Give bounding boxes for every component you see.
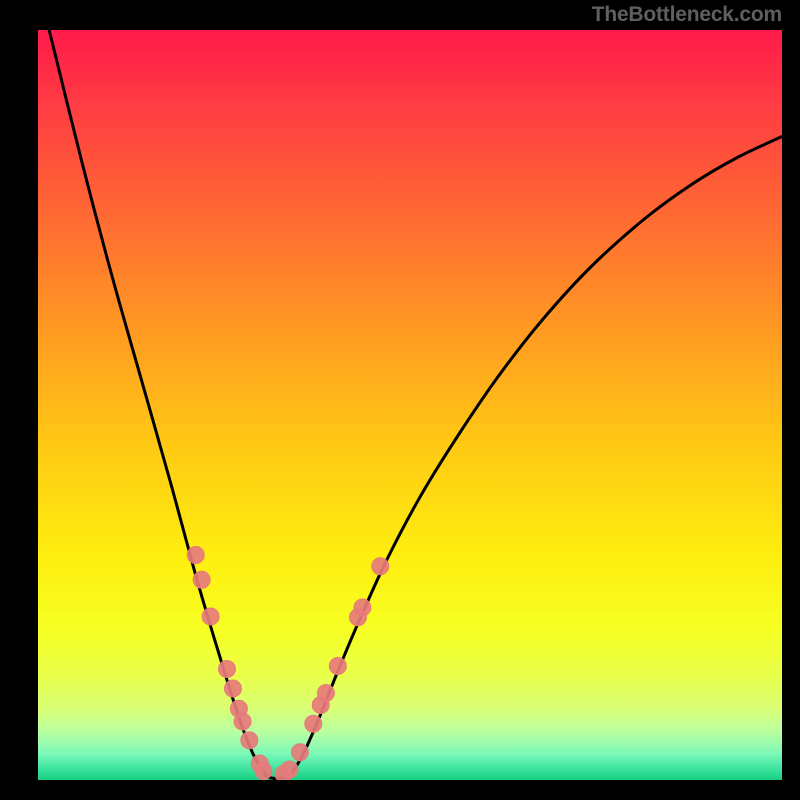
plot-area — [38, 30, 782, 780]
data-marker — [234, 713, 251, 730]
data-marker — [218, 661, 235, 678]
data-marker — [305, 715, 322, 732]
watermark-text: TheBottleneck.com — [592, 3, 782, 27]
chart-container: TheBottleneck.com — [0, 0, 800, 800]
left-curve — [49, 30, 268, 777]
data-marker — [354, 599, 371, 616]
data-marker — [329, 658, 346, 675]
data-marker — [202, 608, 219, 625]
data-marker — [291, 744, 308, 761]
data-marker — [241, 732, 258, 749]
data-marker — [317, 685, 334, 702]
right-curve — [287, 137, 782, 778]
data-marker — [255, 763, 272, 780]
data-marker — [187, 547, 204, 564]
curves-svg — [38, 30, 782, 780]
data-marker — [281, 761, 298, 778]
data-marker — [224, 680, 241, 697]
data-marker — [372, 558, 389, 575]
data-marker — [193, 571, 210, 588]
